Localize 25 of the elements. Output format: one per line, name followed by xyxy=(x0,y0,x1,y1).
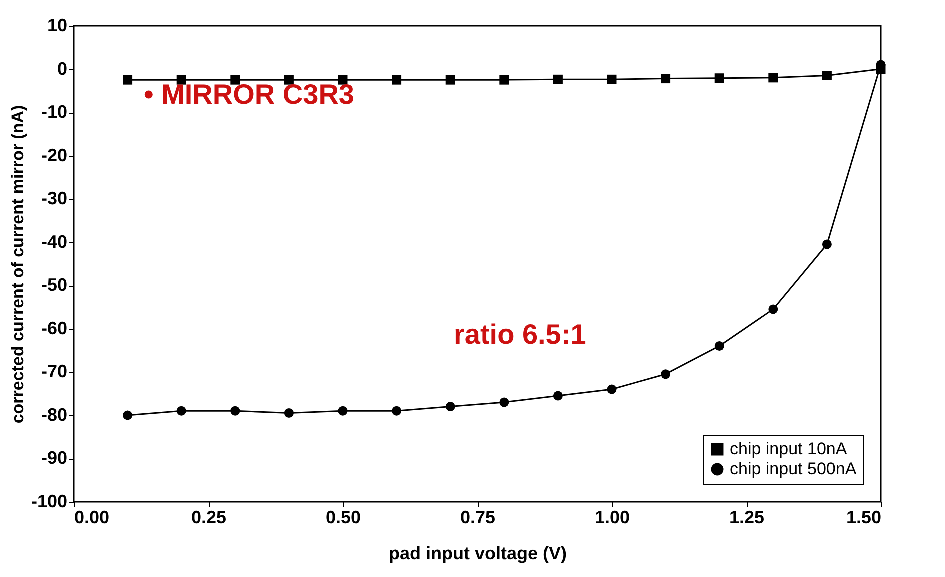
y-axis-title: corrected current of current mirror (nA) xyxy=(8,105,28,424)
x-tick-label: 0.00 xyxy=(74,508,110,528)
y-tick-label: -10 xyxy=(41,102,68,122)
y-tick-label: -70 xyxy=(41,362,68,382)
x-axis-title: pad input voltage (V) xyxy=(389,544,567,564)
x-tick-label: 0.75 xyxy=(460,508,496,528)
y-tick-label: 0 xyxy=(57,58,68,79)
x-tick-label: 0.25 xyxy=(191,508,227,528)
x-tick-label: 1.00 xyxy=(594,508,630,528)
legend-label: chip input 500nA xyxy=(730,460,858,478)
y-tick-label: -60 xyxy=(41,318,68,338)
y-tick-label: -30 xyxy=(41,188,68,209)
annotation: • MIRROR C3R3 xyxy=(144,79,354,110)
annotation: ratio 6.5:1 xyxy=(454,319,586,350)
y-tick-label: -50 xyxy=(41,275,68,296)
x-tick-label: 1.50 xyxy=(846,508,882,528)
y-tick-label: -40 xyxy=(41,232,68,252)
y-tick-label: 10 xyxy=(47,16,68,36)
y-tick-label: -80 xyxy=(41,404,68,425)
y-tick-label: -20 xyxy=(41,145,68,166)
x-tick-label: 0.50 xyxy=(326,508,362,528)
legend-label: chip input 10nA xyxy=(730,440,848,458)
y-tick-label: -100 xyxy=(31,492,68,512)
y-tick-label: -90 xyxy=(41,448,68,468)
x-tick-label: 1.25 xyxy=(729,508,765,528)
